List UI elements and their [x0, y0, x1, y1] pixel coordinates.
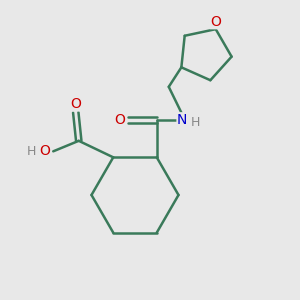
Text: O: O [70, 97, 81, 111]
Text: N: N [177, 113, 188, 127]
Text: H: H [27, 145, 36, 158]
Text: O: O [39, 144, 50, 158]
Text: O: O [114, 113, 125, 127]
Text: H: H [191, 116, 200, 129]
Text: O: O [210, 15, 221, 29]
